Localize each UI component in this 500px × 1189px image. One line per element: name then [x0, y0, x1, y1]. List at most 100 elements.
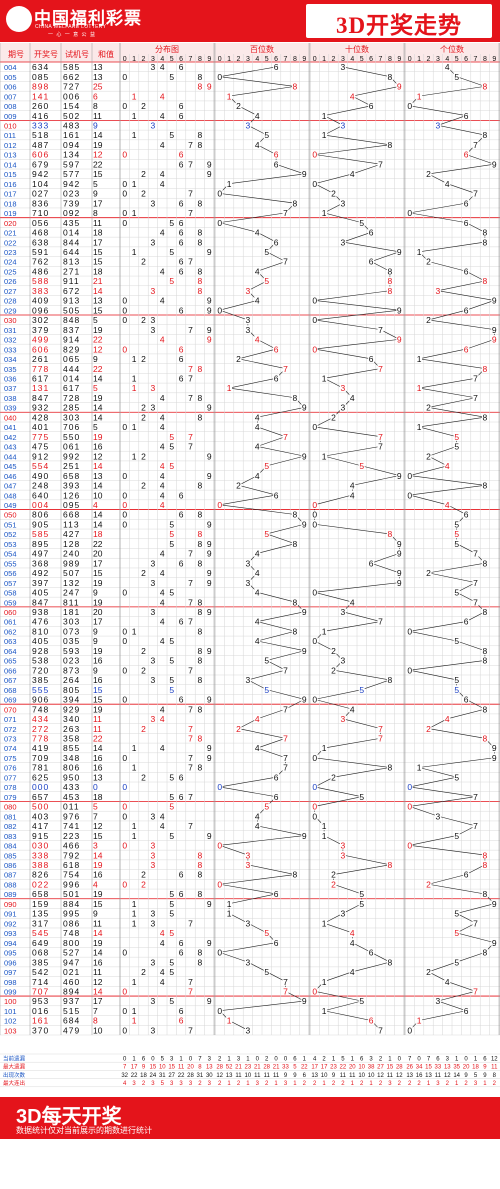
trend-mark-bg — [282, 734, 289, 743]
trend-mark-units: 1 — [417, 422, 422, 432]
sum-cell: 12 — [93, 344, 103, 354]
stat-value: 11 — [349, 1073, 356, 1079]
dist-mark: 6 — [179, 373, 184, 383]
sum-cell: 9 — [93, 665, 98, 675]
dist-mark: 6 — [179, 266, 184, 276]
trend-mark-hundreds: 4 — [255, 335, 260, 345]
draw-cell: 775 — [32, 432, 49, 442]
trend-mark-units: 0 — [407, 490, 412, 500]
dist-mark: 1 — [132, 383, 137, 393]
dist-mark: 9 — [207, 335, 212, 345]
trend-mark-bg — [453, 909, 460, 918]
stat-value: 2 — [360, 1081, 364, 1087]
sum-cell: 14 — [93, 461, 103, 471]
dist-mark: 0 — [122, 665, 127, 675]
trend-mark-hundreds: 3 — [246, 315, 251, 325]
dist-mark: 7 — [188, 704, 193, 714]
trend-mark-units: 7 — [473, 140, 478, 150]
trend-mark-bg — [481, 704, 488, 714]
stat-value: 1 — [351, 1081, 355, 1087]
stat-value: 11 — [235, 1073, 242, 1079]
col-trial: 试机号 — [65, 49, 89, 59]
sum-cell: 13 — [93, 471, 103, 481]
draw-cell: 810 — [32, 626, 49, 636]
trend-mark-tens: 8 — [388, 276, 393, 286]
digit-header: 8 — [198, 56, 202, 63]
dist-mark: 3 — [151, 558, 156, 568]
trend-mark-hundreds: 2 — [236, 481, 241, 491]
dist-mark: 4 — [160, 636, 165, 646]
trend-mark-bg — [463, 198, 470, 208]
trend-mark-bg — [491, 743, 498, 753]
sum-cell: 15 — [93, 247, 103, 257]
dist-mark: 5 — [169, 831, 174, 841]
trend-mark-tens: 5 — [359, 792, 364, 802]
period-cell: 032 — [4, 336, 17, 345]
sum-cell: 16 — [93, 656, 103, 666]
trend-mark-bg — [226, 899, 233, 908]
trial-cell: 884 — [63, 899, 80, 909]
trend-mark-bg — [358, 685, 365, 694]
draw-cell: 709 — [32, 753, 49, 763]
trend-mark-units: 0 — [407, 208, 412, 218]
trend-mark-hundreds: 6 — [274, 792, 279, 802]
draw-cell: 385 — [32, 957, 49, 967]
trend-mark-tens: 2 — [331, 665, 336, 675]
draw-cell: 500 — [32, 802, 49, 812]
draw-cell: 542 — [32, 967, 49, 977]
dist-mark: 6 — [179, 617, 184, 627]
dist-mark: 6 — [179, 948, 184, 958]
period-cell: 103 — [4, 1026, 17, 1035]
trend-mark-units: 5 — [454, 957, 459, 967]
trend-mark-bg — [216, 500, 223, 509]
trend-mark-hundreds: 6 — [274, 490, 279, 500]
trend-mark-units: 8 — [483, 607, 488, 617]
trial-cell: 014 — [63, 373, 80, 383]
trend-mark-units: 8 — [483, 558, 488, 568]
trend-mark-units: 7 — [473, 373, 478, 383]
dist-mark: 8 — [198, 597, 203, 607]
dist-mark: 7 — [188, 763, 193, 773]
period-cell: 044 — [4, 452, 17, 461]
trend-mark-bg — [321, 831, 328, 840]
draw-cell: 634 — [32, 62, 49, 72]
dist-mark: 4 — [160, 938, 165, 948]
page-title: 3D开奖走势 — [335, 13, 463, 38]
sum-cell: 15 — [93, 899, 103, 909]
dist-mark: 5 — [169, 442, 174, 452]
dist-mark: 9 — [207, 568, 212, 578]
trial-cell: 006 — [63, 91, 80, 101]
sum-cell: 11 — [93, 218, 102, 228]
trend-mark-tens: 1 — [322, 451, 327, 461]
sum-cell: 15 — [93, 169, 103, 179]
trend-mark-units: 8 — [483, 860, 488, 870]
trial-cell: 126 — [63, 490, 80, 500]
trend-mark-bg — [349, 490, 356, 500]
trend-mark-bg — [339, 62, 346, 72]
dist-mark: 6 — [179, 1006, 184, 1016]
trend-mark-bg — [453, 588, 460, 597]
stat-value: 2 — [237, 1081, 241, 1087]
trial-cell: 706 — [63, 422, 80, 432]
trend-mark-bg — [491, 753, 498, 762]
trend-mark-hundreds: 8 — [293, 393, 298, 403]
trend-mark-bg — [416, 354, 423, 364]
trend-mark-tens: 0 — [312, 422, 317, 432]
logo-slogan: 一 心 一 意 公 益 — [48, 32, 96, 38]
draw-cell: 778 — [32, 364, 49, 374]
dist-mark: 3 — [151, 841, 156, 851]
stat-value: 2 — [198, 1081, 202, 1087]
trend-mark-bg — [481, 276, 488, 286]
trend-mark-hundreds: 4 — [255, 266, 260, 276]
digit-header: 1 — [227, 56, 231, 63]
dist-mark: 6 — [179, 938, 184, 948]
trend-mark-bg — [226, 1016, 233, 1025]
trend-mark-tens: 9 — [397, 247, 402, 257]
title-box — [306, 4, 492, 38]
dist-mark: 6 — [179, 159, 184, 169]
trend-mark-tens: 0 — [312, 510, 317, 520]
trend-mark-bg — [481, 646, 488, 655]
trial-cell: 739 — [63, 198, 80, 208]
sum-cell: 8 — [93, 101, 98, 111]
period-cell: 090 — [4, 900, 17, 909]
